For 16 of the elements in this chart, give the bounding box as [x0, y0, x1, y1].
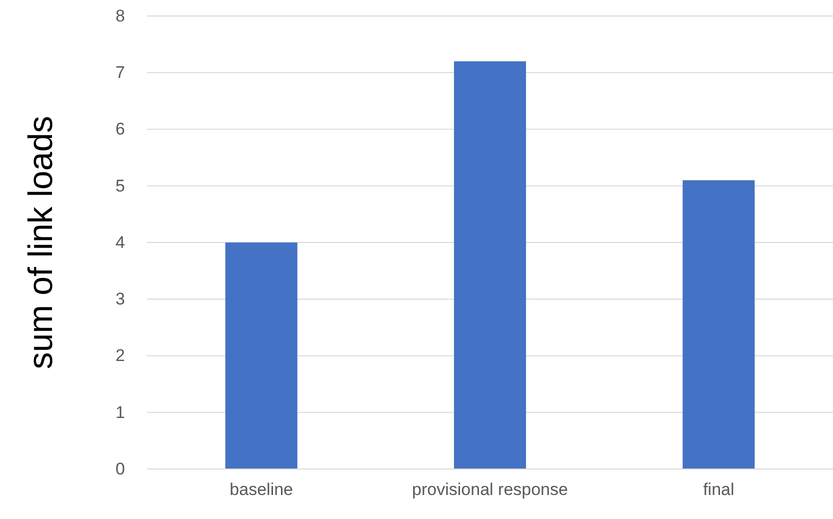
x-tick-label: baseline	[230, 480, 293, 500]
y-tick-label: 6	[116, 120, 125, 139]
bar	[225, 242, 298, 469]
y-tick-label: 7	[116, 63, 125, 82]
y-tick-label: 4	[116, 232, 125, 252]
x-tick-label: final	[703, 480, 734, 500]
y-tick-label: 3	[116, 290, 125, 309]
x-tick-label: provisional response	[412, 480, 568, 500]
bar	[682, 180, 755, 469]
bar	[454, 61, 526, 469]
y-axis-title: sum of link loads	[22, 116, 60, 370]
y-tick-label: 1	[116, 402, 125, 422]
y-tick-label: 0	[116, 459, 125, 478]
y-tick-label: 5	[116, 176, 125, 196]
y-tick-label: 2	[116, 346, 125, 366]
y-tick-label: 8	[116, 6, 125, 26]
